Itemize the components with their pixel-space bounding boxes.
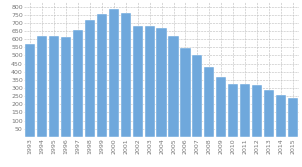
Bar <box>204 67 214 137</box>
Bar <box>85 20 95 137</box>
Bar <box>264 90 274 137</box>
Bar <box>216 77 226 137</box>
Bar <box>145 26 155 137</box>
Bar <box>37 36 47 137</box>
Bar <box>228 84 238 137</box>
Bar <box>61 37 71 137</box>
Bar <box>73 30 83 137</box>
Bar <box>240 84 250 137</box>
Bar <box>169 36 178 137</box>
Bar <box>109 9 119 137</box>
Bar <box>276 95 286 137</box>
Bar <box>156 28 167 137</box>
Bar <box>120 13 131 137</box>
Bar <box>25 44 35 137</box>
Bar <box>49 36 59 137</box>
Bar <box>133 26 143 137</box>
Bar <box>180 48 191 137</box>
Bar <box>252 86 262 137</box>
Bar <box>97 14 107 137</box>
Bar <box>192 55 203 137</box>
Bar <box>288 98 298 137</box>
